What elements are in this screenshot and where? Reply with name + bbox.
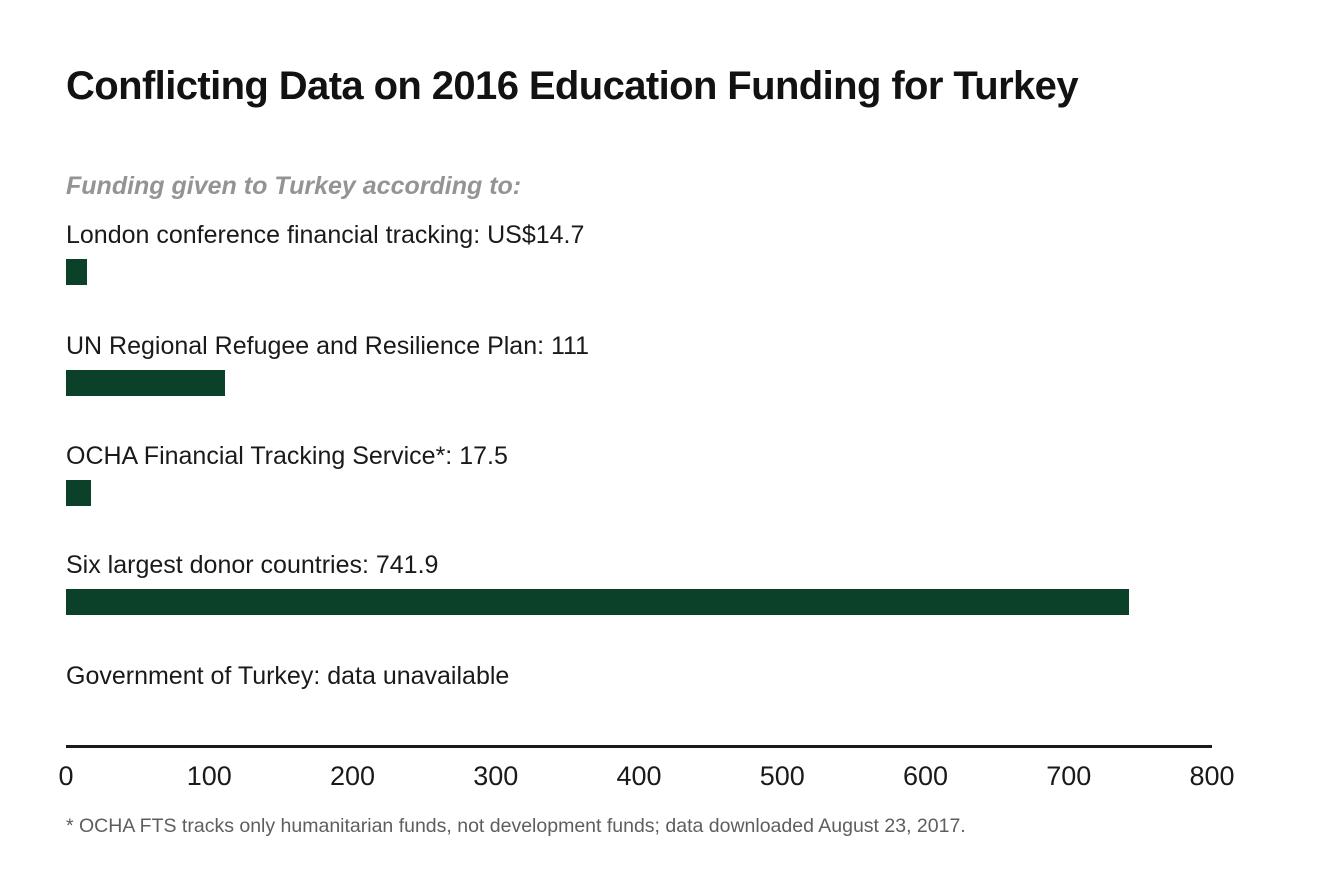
bar — [66, 370, 225, 396]
bar-label: Six largest donor countries: 741.9 — [66, 551, 439, 579]
bar-row-un-3rp: UN Regional Refugee and Resilience Plan:… — [66, 331, 1321, 396]
chart-title: Conflicting Data on 2016 Education Fundi… — [66, 64, 1079, 108]
bar-row-government-of-turkey: Government of Turkey: data unavailable — [66, 661, 1321, 691]
x-axis-tick-label: 200 — [329, 761, 376, 791]
bar-row-ocha-fts: OCHA Financial Tracking Service*: 17.5 — [66, 441, 1321, 506]
bar-label: OCHA Financial Tracking Service*: 17.5 — [66, 442, 508, 470]
x-axis-tick-label: 0 — [58, 761, 74, 791]
bar-label: UN Regional Refugee and Resilience Plan:… — [66, 332, 590, 360]
chart-subtitle: Funding given to Turkey according to: — [66, 172, 522, 200]
chart-footnote: * OCHA FTS tracks only humanitarian fund… — [66, 815, 966, 837]
x-axis-tick-label: 400 — [616, 761, 662, 791]
bar — [66, 589, 1129, 615]
x-axis-line — [66, 745, 1212, 748]
x-axis-tick-label: 300 — [473, 761, 519, 791]
bar-label: Government of Turkey: data unavailable — [66, 662, 510, 690]
x-axis-tick-label: 700 — [1046, 761, 1092, 791]
x-axis-tick-label: 600 — [902, 761, 949, 791]
x-axis-tick-label: 800 — [1189, 761, 1235, 791]
bar-row-london-conference: London conference financial tracking: US… — [66, 220, 1321, 285]
bar-row-six-largest-donors: Six largest donor countries: 741.9 — [66, 550, 1321, 615]
x-axis-tick-label: 500 — [759, 761, 805, 791]
bar — [66, 480, 91, 506]
bar-label: London conference financial tracking: US… — [66, 221, 585, 249]
x-axis-tick-label: 100 — [186, 761, 232, 791]
bar — [66, 259, 87, 285]
